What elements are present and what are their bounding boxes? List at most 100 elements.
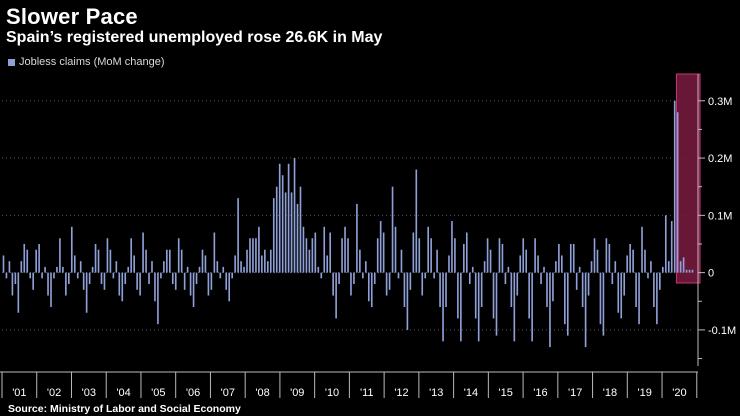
bar [367,272,370,302]
gridlines [2,100,694,331]
bar [127,266,130,273]
bar [302,226,305,273]
bar [418,238,421,273]
bar [492,272,495,319]
bar [163,261,165,273]
bar [394,226,397,273]
bar [424,272,427,279]
bar [180,249,183,273]
bar [596,249,599,273]
bar [593,238,596,273]
bar [189,272,192,296]
bar [454,238,456,273]
bar [409,272,412,290]
x-tick-label: '16 [533,387,547,399]
bar [412,232,415,273]
bar [685,269,688,273]
bar [240,261,242,273]
legend-label: Jobless claims (MoM change) [19,56,165,68]
bar [463,243,465,273]
bar [314,232,317,273]
bar [103,272,106,290]
bar [448,255,450,273]
bar [317,266,320,273]
bar [611,272,614,285]
bar [474,272,477,319]
bar [415,169,418,273]
bar [400,249,403,273]
bar [379,221,382,273]
bar [2,255,5,273]
x-tick-label: '18 [603,387,617,399]
bar [602,272,605,336]
bar [673,100,676,273]
x-tick-label: '12 [394,387,408,399]
bar [522,238,525,273]
bar [41,272,43,279]
bar [688,269,691,273]
bar [510,272,513,307]
bar [8,261,11,273]
y-axis: 0.3M 0.2M 0.1M 0 -0.1M [697,74,736,366]
x-tick-label: '10 [325,387,339,399]
bar [572,243,575,273]
bar [629,243,631,273]
bar [320,272,323,279]
bar [489,249,492,273]
bar [614,261,617,273]
bar [50,272,52,307]
bar [507,266,510,273]
bar [23,243,26,273]
bar [486,238,489,273]
bar [549,272,551,348]
bar [68,272,70,285]
bar [326,255,329,273]
bar [653,272,655,307]
bar [121,272,124,302]
x-tick-label: '01 [12,387,26,399]
bar [528,272,530,319]
bar [644,249,646,273]
bar [299,186,302,273]
bar [130,238,133,273]
bar [59,238,61,273]
x-tick-label: '20 [672,387,686,399]
bar [561,255,563,273]
bar [234,255,236,273]
bar [20,261,23,273]
y-tick-label: 0.1M [708,210,732,222]
bar [356,203,358,273]
bar [664,215,667,273]
bar [543,266,545,273]
bar [62,266,64,273]
bar [406,272,409,330]
bar [11,272,14,296]
bar [382,232,385,273]
bar [154,272,156,302]
bar [109,249,112,273]
bar [166,249,168,273]
bar [691,269,694,273]
bar [498,238,501,273]
bar [439,272,441,307]
bar [219,272,222,279]
bar [157,272,159,325]
bar [341,238,343,273]
bar [635,272,637,307]
bar [427,226,430,273]
bar [91,266,94,273]
bar [471,266,474,273]
bar [575,272,578,290]
bar [626,255,628,273]
legend: Jobless claims (MoM change) [8,56,165,68]
bar [323,226,326,273]
bar [264,249,266,273]
y-tick-label: -0.1M [708,325,736,337]
x-tick-label: '15 [499,387,513,399]
bar [47,272,49,296]
bar [558,243,560,273]
bar [599,272,602,325]
x-tick-label: '14 [464,387,478,399]
highlight-box [675,73,701,284]
y-tick-label: 0 [708,268,714,280]
